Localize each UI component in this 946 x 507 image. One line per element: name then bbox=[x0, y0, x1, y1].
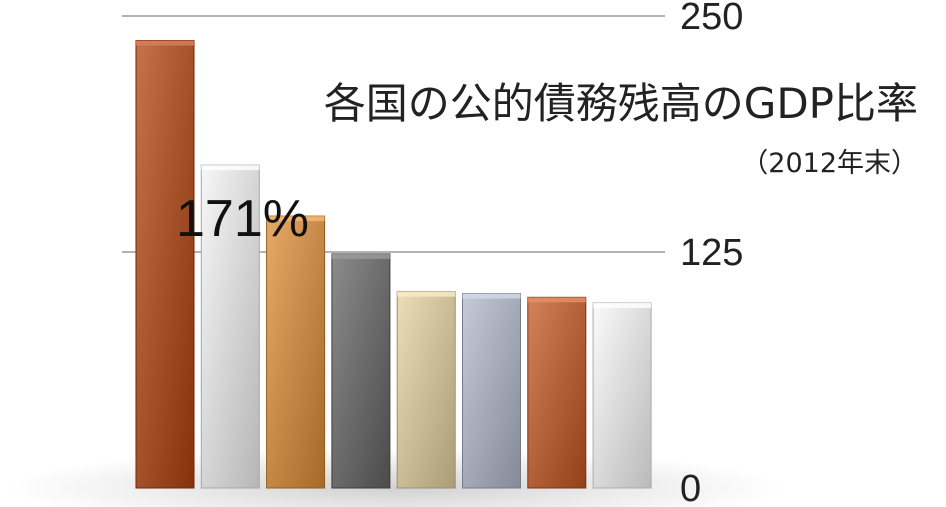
bar-top-highlight bbox=[331, 253, 390, 259]
plot-shadow bbox=[5, 448, 785, 507]
y-axis-ticks: 0 125 250 bbox=[680, 0, 743, 507]
bar bbox=[331, 253, 391, 489]
bar-top-highlight bbox=[136, 40, 194, 46]
bar bbox=[396, 291, 456, 489]
chart-subtitle: （2012年末） bbox=[741, 148, 918, 179]
y-tick-label: 125 bbox=[680, 232, 743, 274]
bar bbox=[266, 215, 326, 489]
chart-title: 各国の公的債務残高のGDP比率 bbox=[324, 79, 918, 128]
bar-top-highlight bbox=[397, 291, 456, 297]
bars bbox=[135, 40, 652, 489]
bar bbox=[200, 164, 260, 489]
y-tick-label: 0 bbox=[680, 468, 701, 507]
bar bbox=[135, 40, 195, 489]
bar-top-highlight bbox=[527, 297, 586, 303]
bar-top-highlight bbox=[462, 293, 521, 299]
bar bbox=[462, 293, 521, 489]
bar bbox=[592, 302, 652, 489]
y-tick-label: 250 bbox=[680, 0, 743, 38]
bar-top-highlight bbox=[593, 302, 652, 308]
bar-top-highlight bbox=[266, 216, 325, 222]
bar bbox=[527, 296, 587, 489]
bar-top-highlight bbox=[201, 165, 260, 171]
data-label: 171% bbox=[176, 190, 309, 248]
